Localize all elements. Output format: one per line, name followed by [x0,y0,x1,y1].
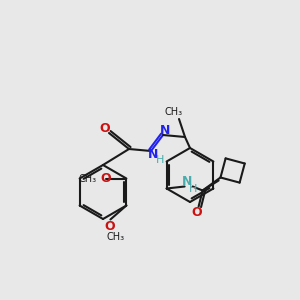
Text: CH₃: CH₃ [165,107,183,117]
Text: N: N [182,175,192,188]
Text: CH₃: CH₃ [78,173,96,184]
Text: H: H [156,155,164,165]
Text: N: N [148,148,158,160]
Text: CH₃: CH₃ [106,232,124,242]
Text: H: H [188,184,197,194]
Text: O: O [100,122,110,134]
Text: O: O [100,172,111,185]
Text: O: O [104,220,115,233]
Text: N: N [160,124,170,137]
Text: O: O [191,206,202,219]
